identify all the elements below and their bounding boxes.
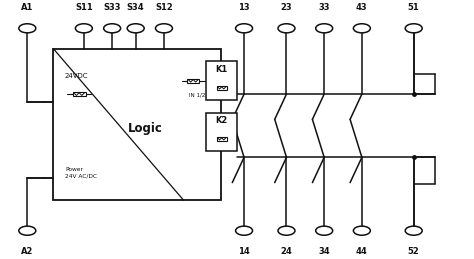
Text: K1: K1 — [216, 64, 228, 74]
Text: IN 1/2: IN 1/2 — [189, 92, 205, 97]
Text: 24VDC: 24VDC — [65, 73, 89, 79]
Text: 34: 34 — [319, 247, 330, 256]
Bar — [187, 79, 199, 83]
Text: A2: A2 — [21, 247, 34, 256]
Text: S34: S34 — [127, 3, 145, 12]
Bar — [217, 137, 227, 141]
Bar — [206, 113, 237, 151]
Text: K2: K2 — [216, 116, 228, 125]
Text: S33: S33 — [103, 3, 121, 12]
Text: 24: 24 — [281, 247, 292, 256]
Text: 23: 23 — [281, 3, 292, 12]
Text: S12: S12 — [155, 3, 173, 12]
Bar — [73, 92, 85, 96]
Bar — [53, 48, 220, 200]
Bar — [206, 61, 237, 100]
Text: 52: 52 — [408, 247, 419, 256]
Text: Logic: Logic — [128, 123, 163, 135]
Text: 44: 44 — [356, 247, 368, 256]
Text: Power
24V AC/DC: Power 24V AC/DC — [65, 167, 97, 179]
Text: S11: S11 — [75, 3, 93, 12]
Bar — [217, 86, 227, 90]
Text: 13: 13 — [238, 3, 250, 12]
Text: 14: 14 — [238, 247, 250, 256]
Text: 33: 33 — [319, 3, 330, 12]
Text: A1: A1 — [21, 3, 34, 12]
Text: 51: 51 — [408, 3, 419, 12]
Text: 43: 43 — [356, 3, 368, 12]
